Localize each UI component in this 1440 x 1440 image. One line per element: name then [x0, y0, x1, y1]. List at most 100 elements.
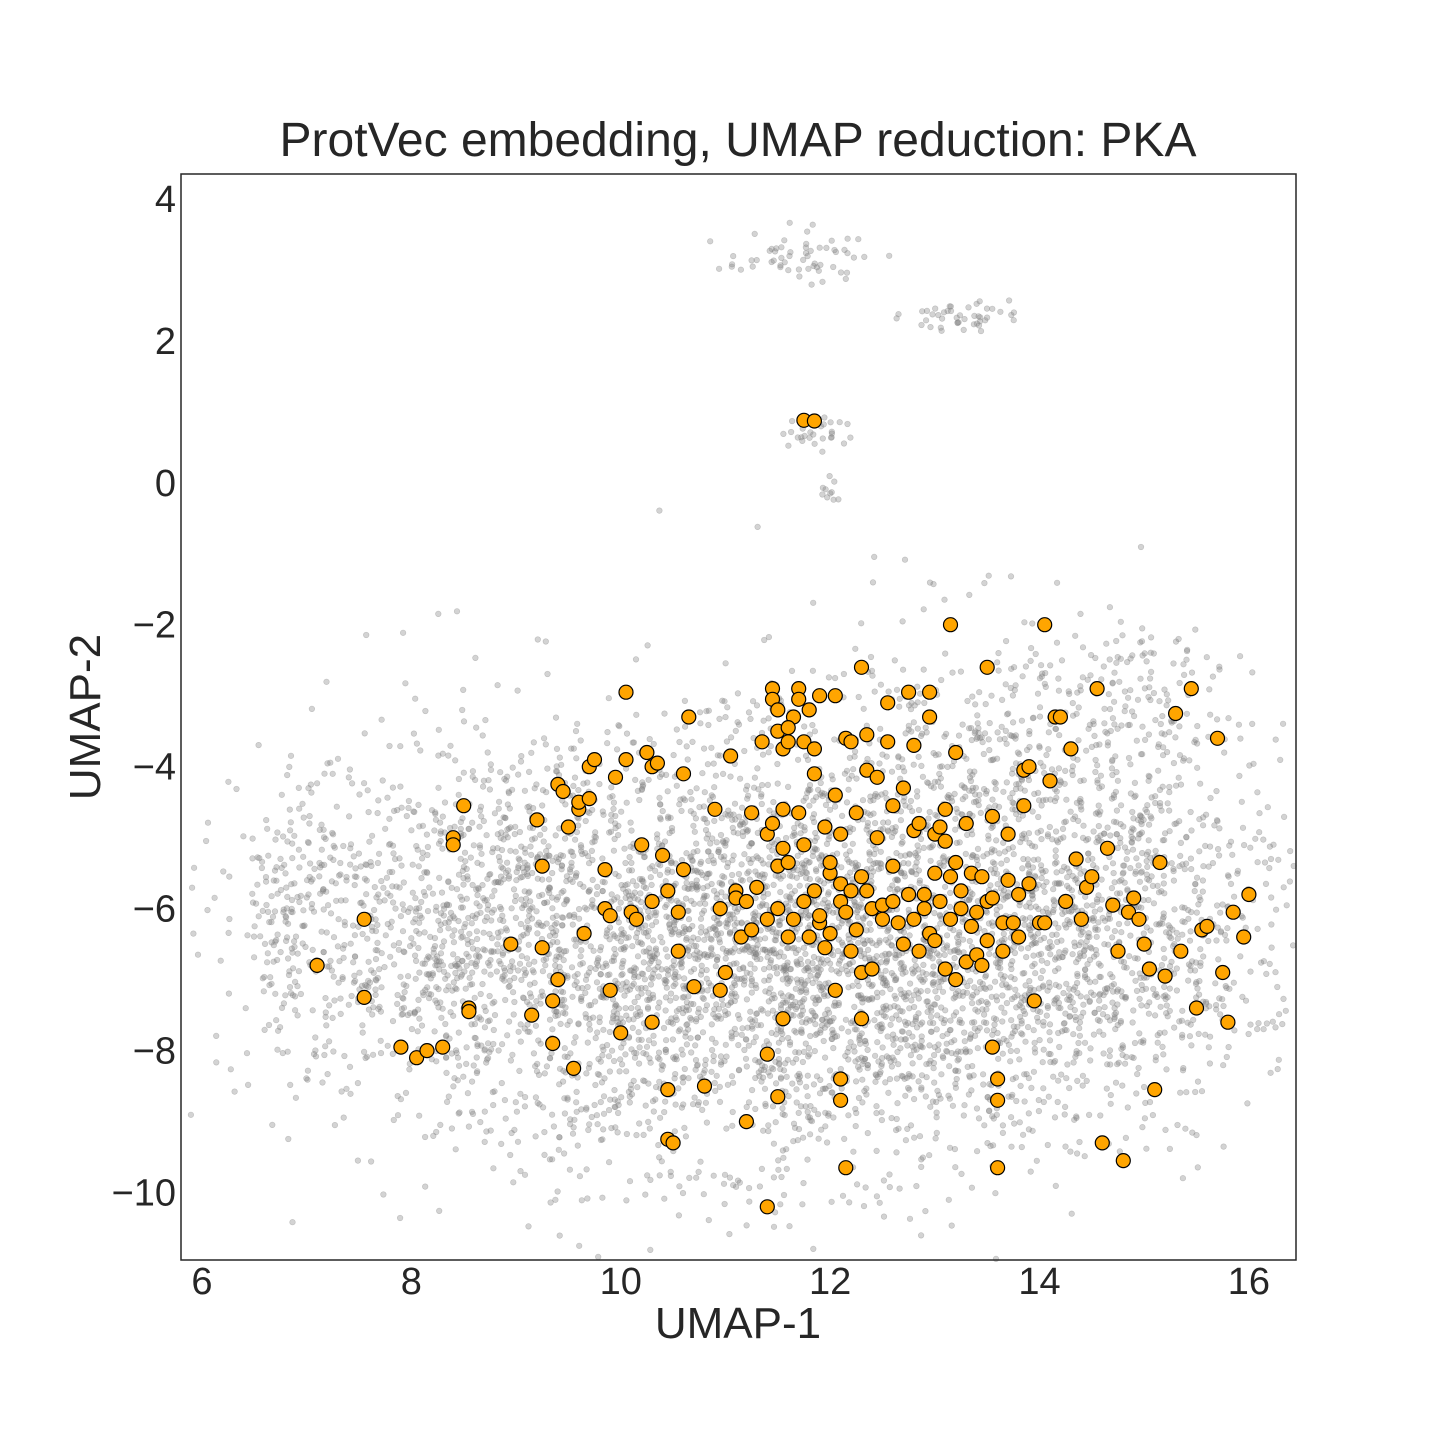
background-point	[926, 953, 933, 960]
background-point	[593, 1112, 601, 1119]
background-point	[1137, 1038, 1145, 1045]
background-point	[553, 1008, 560, 1015]
background-point	[1111, 927, 1118, 935]
background-point	[574, 970, 581, 978]
background-point	[630, 968, 638, 976]
background-point	[729, 1079, 737, 1086]
background-point	[655, 959, 662, 966]
background-point	[623, 1130, 631, 1138]
background-point	[1200, 953, 1207, 960]
background-point	[473, 724, 480, 731]
background-point	[327, 910, 335, 917]
background-point	[1097, 1112, 1104, 1119]
background-point	[1065, 885, 1073, 892]
background-point	[495, 1047, 502, 1054]
background-point	[770, 1140, 778, 1147]
background-point	[817, 1029, 824, 1036]
background-point	[751, 774, 759, 781]
background-point	[286, 763, 293, 771]
background-point	[1074, 1077, 1081, 1084]
background-point	[775, 1166, 782, 1173]
background-point	[895, 1061, 902, 1068]
background-point	[845, 1112, 852, 1119]
background-point	[998, 1004, 1005, 1011]
background-point	[1103, 1085, 1110, 1092]
background-point	[608, 891, 615, 898]
background-point	[756, 1183, 764, 1190]
background-point	[1082, 943, 1089, 950]
background-point	[766, 964, 773, 971]
background-point	[810, 811, 818, 818]
background-point	[394, 1092, 401, 1100]
background-point	[1171, 1024, 1178, 1031]
background-point	[759, 1007, 766, 1014]
background-point	[529, 869, 536, 877]
background-point	[1260, 958, 1267, 965]
background-point	[1145, 837, 1152, 844]
background-point	[1077, 993, 1084, 1000]
background-point	[679, 1009, 687, 1017]
background-point	[662, 771, 670, 779]
background-point	[462, 985, 469, 992]
background-point	[902, 802, 909, 809]
background-point	[596, 985, 603, 992]
background-point	[950, 995, 957, 1002]
background-point	[204, 906, 211, 914]
background-point	[874, 1039, 881, 1046]
background-point	[1070, 1059, 1077, 1066]
background-point	[751, 953, 758, 961]
background-point	[576, 1173, 584, 1180]
background-point	[718, 889, 725, 896]
background-point	[383, 874, 391, 881]
background-point	[575, 786, 582, 794]
background-point	[1203, 1000, 1210, 1007]
background-point	[679, 1079, 687, 1086]
background-point	[1008, 1143, 1015, 1150]
background-point	[720, 1180, 728, 1187]
background-point	[945, 1092, 952, 1099]
background-point	[557, 1020, 564, 1028]
background-point	[933, 950, 941, 957]
background-point	[458, 934, 465, 941]
background-point	[798, 1011, 805, 1018]
background-point	[795, 1109, 802, 1116]
background-point	[460, 881, 467, 888]
background-point	[438, 889, 446, 896]
background-point	[481, 1024, 489, 1031]
background-point	[867, 793, 874, 800]
background-point	[345, 774, 352, 781]
background-point	[1026, 977, 1033, 985]
background-point	[509, 989, 517, 996]
background-point	[351, 932, 359, 939]
background-point	[727, 773, 734, 780]
background-point	[924, 987, 931, 994]
background-point	[442, 1033, 450, 1040]
background-point	[578, 993, 585, 1001]
background-point	[1157, 1003, 1164, 1010]
background-point	[490, 1165, 497, 1172]
background-point	[1179, 861, 1186, 868]
background-point	[924, 998, 931, 1005]
background-point	[329, 770, 336, 777]
background-point	[687, 808, 694, 815]
background-point	[927, 1028, 935, 1035]
background-point	[708, 1021, 715, 1028]
background-point	[1087, 989, 1095, 996]
background-point	[723, 1053, 730, 1060]
background-point	[1256, 810, 1263, 817]
background-point	[1086, 998, 1093, 1006]
background-point	[758, 1078, 765, 1085]
background-point	[777, 888, 784, 896]
background-point	[1052, 828, 1060, 835]
background-point	[817, 877, 824, 885]
background-point	[800, 1048, 808, 1055]
background-point	[516, 828, 524, 836]
background-point	[894, 885, 901, 893]
background-point	[615, 722, 622, 729]
background-point	[846, 1199, 853, 1206]
background-point	[518, 953, 525, 960]
background-point	[1089, 855, 1096, 862]
background-point	[862, 1184, 869, 1191]
background-point	[939, 1053, 946, 1060]
background-point	[465, 914, 472, 922]
